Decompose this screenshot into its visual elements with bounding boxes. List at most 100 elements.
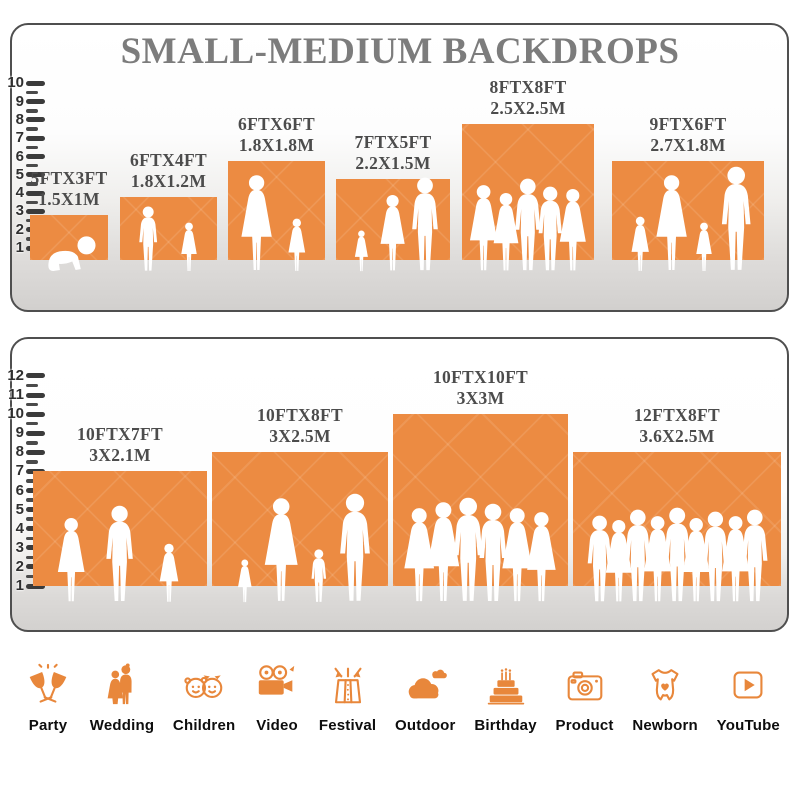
ruler-number: 11 xyxy=(8,386,24,403)
size-meters-text: 3X2.5M xyxy=(269,426,331,447)
category-label: Party xyxy=(28,717,68,734)
backdrop-size-label: 7FTX5FT 2.2X1.5M xyxy=(298,132,488,174)
newborn-onesie-icon xyxy=(651,669,679,701)
page-title: SMALL-MEDIUM BACKDROPS xyxy=(120,31,680,72)
ruler-number: 7 xyxy=(15,462,24,480)
backdrop-bar xyxy=(228,160,325,260)
category-festival: Festival xyxy=(319,662,376,734)
ruler-number: 10 xyxy=(7,405,24,423)
person-silhouette-boy xyxy=(135,206,161,272)
size-meters-text: 3.6X2.5M xyxy=(639,426,715,447)
ruler-tick-minor xyxy=(26,479,38,483)
person-silhouette-man xyxy=(736,509,774,603)
video-camera-icon xyxy=(258,665,295,695)
ruler-number: 5 xyxy=(15,165,24,183)
backdrop-size-label: 9FTX6FT 2.7X1.8M xyxy=(593,114,783,156)
ruler-number: 3 xyxy=(15,538,24,556)
person-silhouette-man xyxy=(406,177,444,272)
ruler-tick-major xyxy=(26,99,45,105)
category-youtube: YouTube xyxy=(717,662,780,734)
ruler-tick-minor xyxy=(26,555,38,560)
category-party: Party xyxy=(25,662,71,734)
ruler-tick-major xyxy=(26,430,45,436)
person-silhouette-woman xyxy=(523,511,560,603)
ruler-tick-minor xyxy=(26,163,38,168)
category-label: Product xyxy=(555,717,614,734)
category-video: Video xyxy=(254,662,300,734)
ruler-tick-minor xyxy=(26,421,38,426)
size-meters-text: 1.8X1.2M xyxy=(130,171,207,192)
category-label: Wedding xyxy=(89,717,155,734)
size-feet-text: 6FTX6FT xyxy=(238,113,315,134)
person-silhouette-woman xyxy=(377,194,408,272)
person-silhouette-man xyxy=(100,505,139,603)
size-feet-text: 10FTX8FT xyxy=(256,405,343,426)
size-feet-text: 8FTX8FT xyxy=(489,76,567,97)
backdrop-size-label: 10FTX10FT 3X3M xyxy=(386,367,576,409)
size-feet-text: 10FTX7FT xyxy=(76,424,163,445)
person-silhouette-man xyxy=(333,493,377,603)
ruler-tick-minor xyxy=(26,145,38,150)
category-label: Children xyxy=(172,717,236,734)
category-product: Product xyxy=(556,662,614,734)
size-meters-text: 1.8X1.8M xyxy=(238,134,315,155)
ruler-tick-major xyxy=(26,135,45,141)
category-newborn: Newborn xyxy=(632,662,698,734)
person-silhouette-boy xyxy=(308,549,330,603)
ruler-tick-major xyxy=(26,117,45,123)
size-feet-text: 12FTX8FT xyxy=(633,405,720,426)
person-silhouette-girl xyxy=(179,222,199,272)
size-meters-text: 2.2X1.5M xyxy=(355,152,431,173)
ruler-number: 7 xyxy=(15,129,24,147)
person-silhouette-girl xyxy=(353,230,370,272)
ruler-number: 8 xyxy=(15,443,24,461)
size-feet-text: 7FTX5FT xyxy=(354,131,432,152)
ruler-number: 12 xyxy=(7,366,24,384)
category-outdoor: Outdoor xyxy=(395,662,456,734)
category-label: Newborn xyxy=(632,717,698,734)
outdoor-cloud-icon xyxy=(409,669,448,699)
person-silhouette-woman xyxy=(556,188,590,272)
size-meters-text: 3X3M xyxy=(456,388,505,409)
backdrop-size-label: 10FTX8FT 3X2.5M xyxy=(205,405,395,447)
ruler-number: 8 xyxy=(15,110,24,128)
ruler-number: 1 xyxy=(15,577,24,594)
backdrop-size-label: 8FTX8FT 2.5X2.5M xyxy=(433,77,623,119)
size-feet-text: 5FTX3FT xyxy=(30,168,108,189)
ruler-tick-major xyxy=(26,373,45,379)
ruler-number: 1 xyxy=(15,239,24,256)
category-bar: Party Wedding xyxy=(25,662,780,734)
ruler-tick-minor xyxy=(26,200,38,204)
ruler-tick-minor xyxy=(26,441,38,445)
category-label: Video xyxy=(256,717,298,734)
size-meters-text: 2.7X1.8M xyxy=(650,134,726,155)
birthday-cake-icon xyxy=(487,668,524,705)
ruler-tick-minor xyxy=(26,460,38,464)
ruler-tick-major xyxy=(26,172,45,178)
size-feet-text: 9FTX6FT xyxy=(649,113,727,134)
ruler-number: 6 xyxy=(15,147,24,165)
person-silhouette-woman xyxy=(54,517,88,603)
category-birthday: Birthday xyxy=(474,662,537,734)
ruler-tick-minor xyxy=(26,383,38,388)
ruler-number: 4 xyxy=(15,519,24,537)
ruler-tick-minor xyxy=(26,517,38,521)
person-silhouette-girl xyxy=(286,218,308,272)
party-glasses-icon xyxy=(29,663,67,703)
category-children: Children xyxy=(173,662,235,734)
category-label: Festival xyxy=(318,717,377,734)
backdrop-size-label: 12FTX8FT 3.6X2.5M xyxy=(582,405,772,447)
person-silhouette-girl xyxy=(694,222,714,272)
ruler-tick-minor xyxy=(26,182,38,186)
ruler-tick-minor xyxy=(26,498,38,502)
category-label: Outdoor xyxy=(395,717,456,734)
size-feet-text: 6FTX4FT xyxy=(130,150,207,171)
ruler-tick-major xyxy=(26,449,45,455)
ruler-number: 9 xyxy=(15,92,24,110)
category-wedding: Wedding xyxy=(90,662,154,734)
size-meters-text: 2.5X2.5M xyxy=(490,97,566,118)
person-silhouette-man xyxy=(715,166,757,272)
person-silhouette-girl xyxy=(157,543,181,603)
children-faces-icon xyxy=(184,675,223,699)
ruler-tick-minor xyxy=(26,127,38,131)
